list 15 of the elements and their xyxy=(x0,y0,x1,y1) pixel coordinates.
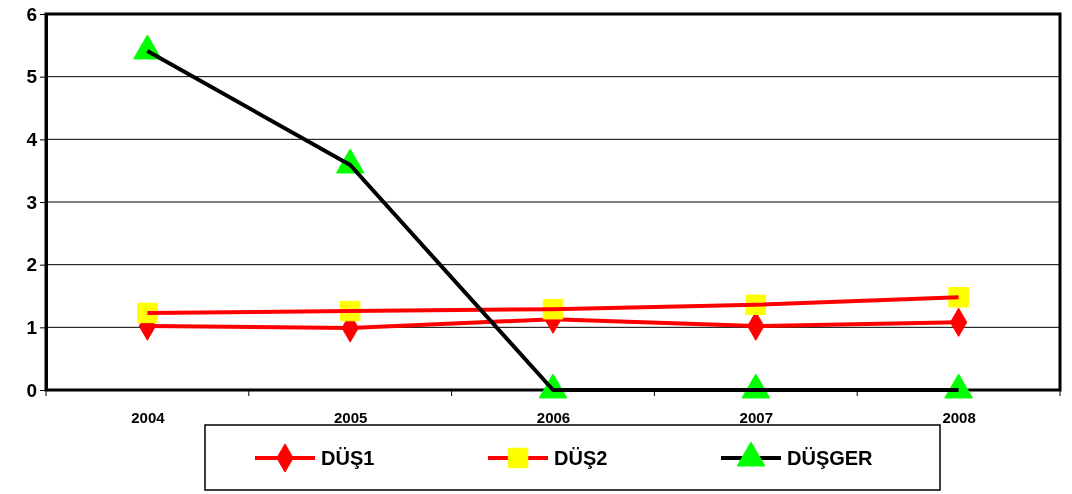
legend-label: DÜŞ2 xyxy=(554,447,608,469)
y-tick-label: 0 xyxy=(26,379,37,401)
x-tick-label: 2006 xyxy=(536,408,571,426)
y-tick-label: 1 xyxy=(26,316,38,338)
y-tick-label: 3 xyxy=(26,191,37,213)
x-tick-label: 2005 xyxy=(334,408,368,426)
x-tick-label: 2008 xyxy=(942,408,976,426)
x-tick-label: 2004 xyxy=(131,408,166,426)
y-tick-label: 5 xyxy=(26,66,38,88)
legend-label: DÜŞGER xyxy=(787,447,874,469)
y-tick-label: 2 xyxy=(26,254,37,276)
legend-label: DÜŞ1 xyxy=(321,447,375,469)
y-tick-label: 6 xyxy=(26,3,37,25)
x-tick-label: 2007 xyxy=(739,408,773,426)
y-tick-label: 4 xyxy=(26,128,38,150)
